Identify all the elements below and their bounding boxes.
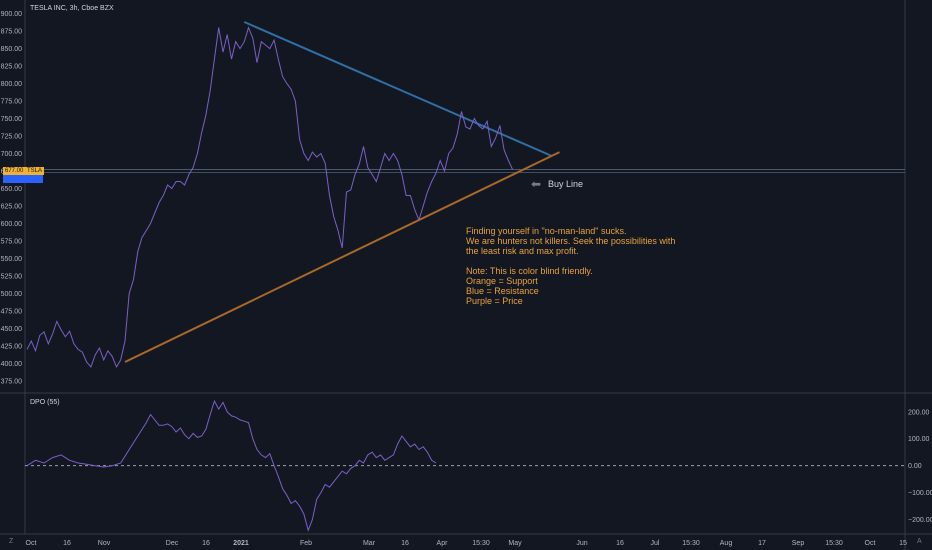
time-tick-label: 15 [899,540,907,547]
price-tick-label: 475.00 [1,308,23,315]
time-tick-label: 16 [616,540,624,547]
price-tick-label: 875.00 [1,29,23,36]
price-tick-label: 600.00 [1,221,23,228]
dpo-title: DPO (55) [30,399,60,406]
price-tick-label: 400.00 [1,361,23,368]
ticker-tag: TSLA [25,167,45,175]
auto-scale-toggle[interactable]: A [917,538,922,545]
price-tick-label: 650.00 [1,186,23,193]
time-tick-label: Dec [166,540,179,547]
buy-line-label: Buy Line [548,179,584,189]
time-tick-label: 16 [202,540,210,547]
price-axis[interactable]: 375.00 400.00 425.00 450.00 475.00 500.00 525.… [1,11,23,385]
arrow-left-icon: ⬅ [531,177,542,191]
dpo-tick-label: 100.00 [908,436,930,443]
price-tick-label: 850.00 [1,46,23,53]
price-tick-label: 425.00 [1,343,23,350]
annotation-note: Finding yourself in "no-man-land" sucks.… [466,226,676,306]
time-tick-label: 15:30 [825,540,843,547]
price-series [26,26,514,369]
time-tick-label: Jul [651,540,660,547]
time-tick-label: Mar [363,540,376,547]
time-tick-label: 17 [758,540,766,547]
price-tick-label: 825.00 [1,64,23,71]
price-tick-label: 625.00 [1,203,23,210]
price-tick-label: 750.00 [1,116,23,123]
time-tick-label: May [508,540,522,547]
dpo-tick-label: 200.00 [908,409,930,416]
log-scale-toggle[interactable]: Z [9,538,14,545]
price-tick-label: 550.00 [1,256,23,263]
time-tick-label: 15:30 [472,540,490,547]
price-tag-secondary [3,175,43,183]
time-tick-label: Apr [437,540,449,547]
time-tick-label: 15:30 [682,540,700,547]
price-tick-label: 800.00 [1,81,23,88]
resistance-line [243,21,552,157]
price-tag: 677.00 [3,167,26,175]
time-tick-label: 2021 [233,540,249,547]
time-tick-label: Jun [576,540,587,547]
price-tick-label: 500.00 [1,291,23,298]
time-tick-label: Aug [720,540,733,547]
price-tick-label: 775.00 [1,99,23,106]
dpo-line [26,399,437,532]
price-tick-label: 450.00 [1,326,23,333]
time-tick-label: Sep [792,540,805,547]
time-tick-label: 16 [401,540,409,547]
dpo-tick-label: 0.00 [908,463,922,470]
price-tick-label: 525.00 [1,273,23,280]
trend-lines [124,21,560,363]
time-tick-label: Feb [300,540,312,547]
symbol-title: TESLA INC, 3h, Cboe BZX [30,5,114,12]
price-tick-label: 900.00 [1,11,23,18]
dpo-tick-label: −200.00 [908,517,932,524]
support-line [124,151,560,363]
dpo-tick-label: −100.00 [908,490,932,497]
dpo-series [26,399,437,532]
dpo-axis[interactable]: −200.00 −100.00 0.00 100.00 200.00 [908,409,932,524]
time-axis[interactable]: Oct 16 Nov Dec 16 2021 Feb Mar 16 Apr 15:30 May Jun 1… [26,540,907,547]
price-tick-label: 700.00 [1,151,23,158]
time-tick-label: Oct [865,540,876,547]
time-tick-label: Nov [98,540,111,547]
price-tick-label: 375.00 [1,378,23,385]
time-tick-label: 16 [63,540,71,547]
time-tick-label: Oct [26,540,37,547]
price-line [26,26,514,369]
price-tick-label: 575.00 [1,238,23,245]
price-tick-label: 725.00 [1,134,23,141]
